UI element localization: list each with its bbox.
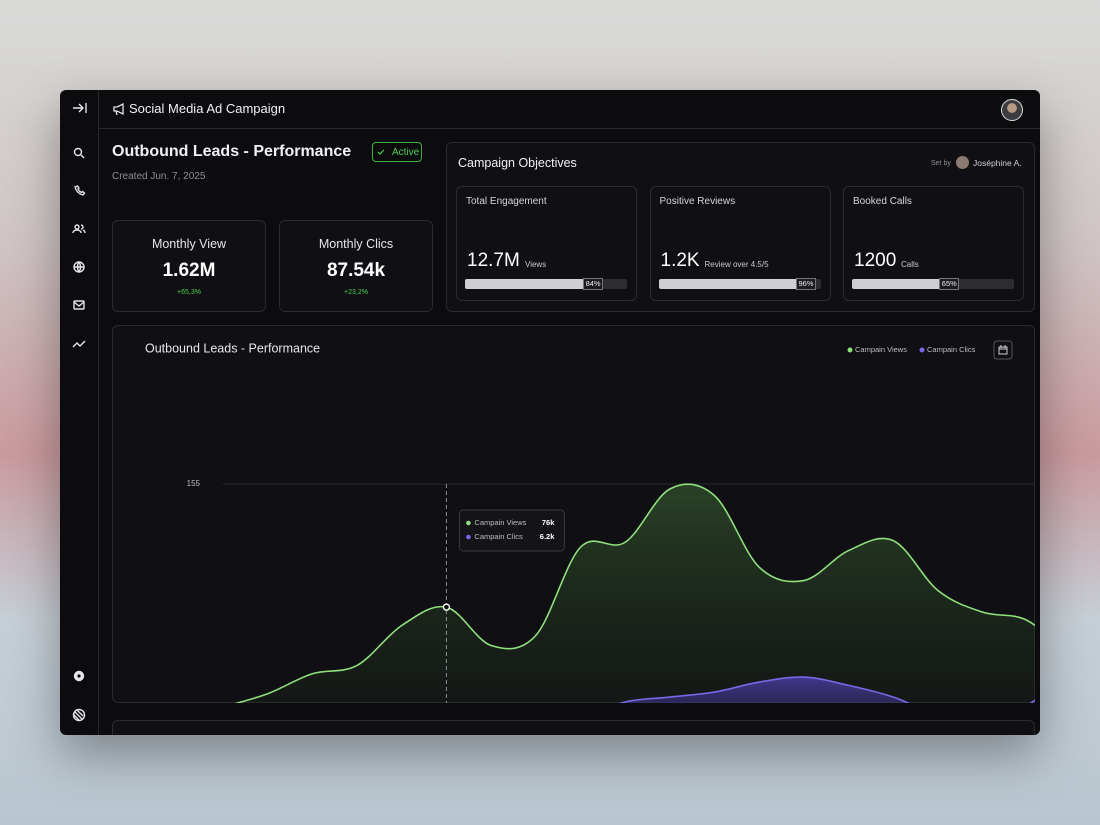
stat-change: +65,3%: [177, 289, 201, 296]
header-divider: [98, 128, 1040, 129]
area: [237, 484, 1035, 703]
progress-label: 84%: [583, 278, 604, 290]
calendar-button[interactable]: [993, 340, 1013, 360]
megaphone-icon: [113, 102, 124, 116]
status-badge: Active: [372, 142, 422, 162]
stat-card: [279, 220, 433, 312]
objective-unit: Calls: [901, 260, 919, 269]
legend-label: Campain Clics: [927, 345, 976, 354]
objective-title: Total Engagement: [466, 196, 547, 207]
legend-swatch: [919, 347, 925, 353]
sidebar-divider: [98, 90, 99, 735]
stat-label: Monthly Clics: [318, 237, 394, 251]
objectives-title: Campaign Objectives: [458, 156, 577, 170]
app-window: Social Media Ad Campaign Outbound Leads …: [60, 90, 1040, 735]
trend-icon[interactable]: [72, 340, 86, 348]
search-icon[interactable]: [73, 147, 85, 159]
stat-label: Monthly View: [151, 237, 227, 251]
stat-value: 1.62M: [162, 260, 216, 281]
legend-label: Campain Views: [855, 345, 907, 354]
check-icon: [377, 149, 385, 155]
hover-dot: [442, 603, 451, 611]
progress-label: 65%: [939, 278, 960, 290]
mail-icon[interactable]: [73, 300, 85, 310]
avatar[interactable]: [1001, 99, 1023, 121]
chart-title: Outbound Leads - Performance: [145, 341, 320, 355]
progress-fill: [852, 279, 958, 289]
tooltip: [458, 509, 565, 552]
sidebar: [72, 103, 87, 722]
objective-unit: Review over 4.5/5: [704, 260, 769, 269]
objective-value: 12.7M: [467, 250, 520, 271]
tooltip-swatch: [466, 534, 471, 540]
objective-title: Booked Calls: [853, 196, 912, 207]
progress-fill: [465, 279, 602, 289]
set-by-name: Joséphine A.: [973, 158, 1022, 168]
status-text: Active: [392, 147, 420, 158]
stat-value: 87.54k: [326, 260, 386, 281]
progress-fill: [658, 279, 815, 289]
globe-icon[interactable]: [73, 261, 85, 273]
objective-value: 1200: [854, 250, 897, 271]
set-by-label: Set by: [931, 160, 951, 167]
line: [234, 483, 1035, 703]
lower-panel: [112, 720, 1035, 735]
legend-swatch: [847, 347, 853, 353]
collapse-icon[interactable]: [73, 103, 87, 113]
chart: Outbound Leads - Performance 01551-5 Nov…: [145, 340, 1035, 703]
objective-value: 1.2K: [660, 250, 700, 271]
stat-card: [112, 220, 266, 312]
objective-unit: Views: [525, 260, 547, 269]
setter-avatar: [956, 156, 969, 169]
tooltip-value: 76k: [542, 518, 555, 527]
tooltip-value: 6.2k: [540, 532, 555, 541]
tooltip-swatch: [466, 520, 471, 526]
created-date: Created Jun. 7, 2025: [112, 171, 206, 182]
header-title: Social Media Ad Campaign: [129, 101, 286, 116]
phone-icon[interactable]: [74, 185, 86, 196]
users-icon[interactable]: [72, 224, 86, 234]
tooltip-name: Campain Views: [474, 518, 526, 527]
tooltip-name: Campain Clics: [474, 532, 523, 541]
progress-label: 96%: [796, 278, 817, 290]
calendar-icon: [998, 345, 1008, 355]
settings-icon[interactable]: [73, 670, 85, 682]
line: [618, 676, 1035, 703]
stat-change: +23,2%: [344, 289, 368, 296]
logo-icon[interactable]: [72, 708, 86, 722]
page-title: Outbound Leads - Performance: [112, 143, 352, 160]
objective-title: Positive Reviews: [659, 196, 736, 207]
y-tick-label: 155: [187, 479, 201, 488]
area: [621, 677, 1035, 703]
